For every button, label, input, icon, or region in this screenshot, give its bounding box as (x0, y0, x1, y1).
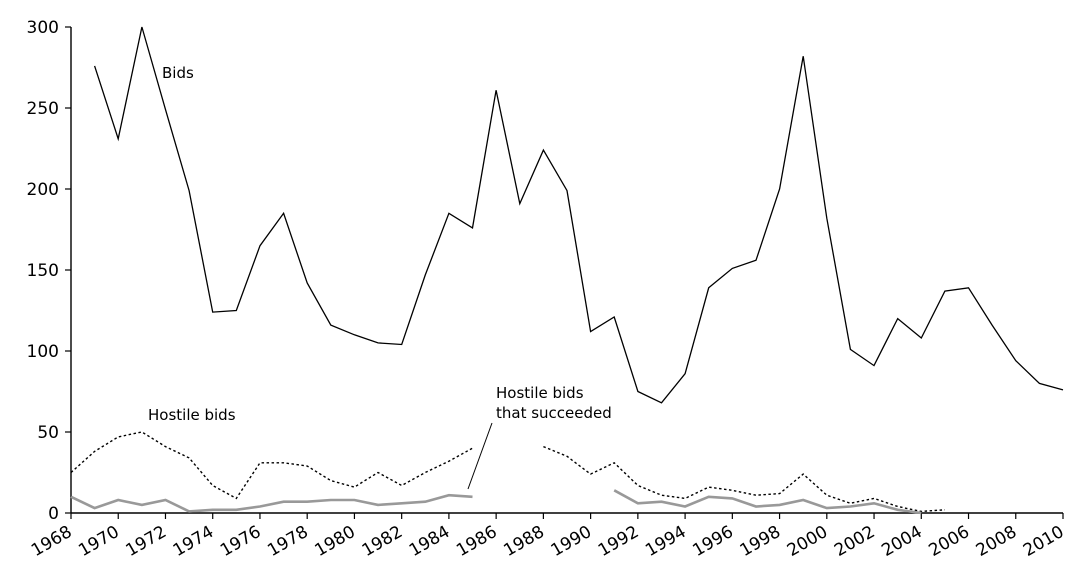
y-tick-label: 250 (27, 99, 59, 119)
x-tick-label: 2010 (1020, 522, 1067, 561)
x-tick-label: 1986 (453, 522, 500, 561)
x-tick-label: 2002 (831, 522, 878, 561)
series-line-2 (70, 493, 473, 513)
annotation-bids: Bids (162, 64, 194, 82)
series-line-1 (543, 445, 945, 513)
x-tick-label: 1994 (642, 522, 689, 561)
x-tick-label: 1978 (264, 522, 311, 561)
annotation-succeeded-line1: Hostile bids (496, 384, 584, 402)
chart-annotations: Bids Hostile bids Hostile bids that succ… (148, 64, 612, 490)
x-tick-label: 1996 (689, 522, 736, 561)
x-axis-ticks: 1968 1970 1972 1974 1976 1978 1980 1982 1984 1986… (28, 513, 1068, 561)
annotation-leader-line (467, 422, 493, 490)
y-axis-ticks: 0 50 100 150 200 250 300 (27, 18, 71, 524)
series-line-1 (70, 431, 473, 500)
x-tick-label: 1982 (359, 522, 406, 561)
chart-axes (70, 27, 1063, 514)
annotation-succeeded-line2: that succeeded (496, 404, 612, 422)
x-tick-label: 2006 (926, 522, 973, 561)
annotation-hostile-bids: Hostile bids (148, 406, 236, 424)
y-tick-label: 0 (48, 504, 59, 524)
x-tick-label: 2008 (973, 522, 1020, 561)
x-tick-label: 1980 (311, 522, 358, 561)
x-tick-label: 1998 (737, 522, 784, 561)
series-line-0 (93, 26, 1064, 404)
x-tick-label: 1992 (595, 522, 642, 561)
x-tick-label: 1974 (170, 522, 217, 561)
x-tick-label: 1972 (123, 522, 170, 561)
x-tick-label: 1988 (500, 522, 547, 561)
x-tick-label: 2004 (878, 522, 925, 561)
y-tick-label: 300 (27, 18, 59, 38)
x-tick-label: 1968 (28, 522, 75, 561)
y-tick-label: 50 (37, 423, 59, 443)
series-layer (70, 26, 1064, 515)
y-tick-label: 150 (27, 261, 59, 281)
y-tick-label: 100 (27, 342, 59, 362)
x-tick-label: 1984 (406, 522, 453, 561)
x-tick-label: 1970 (75, 522, 122, 561)
y-tick-label: 200 (27, 180, 59, 200)
series-line-2 (613, 489, 922, 515)
x-tick-label: 1990 (548, 522, 595, 561)
x-tick-label: 2000 (784, 522, 831, 561)
x-tick-label: 1976 (217, 522, 264, 561)
